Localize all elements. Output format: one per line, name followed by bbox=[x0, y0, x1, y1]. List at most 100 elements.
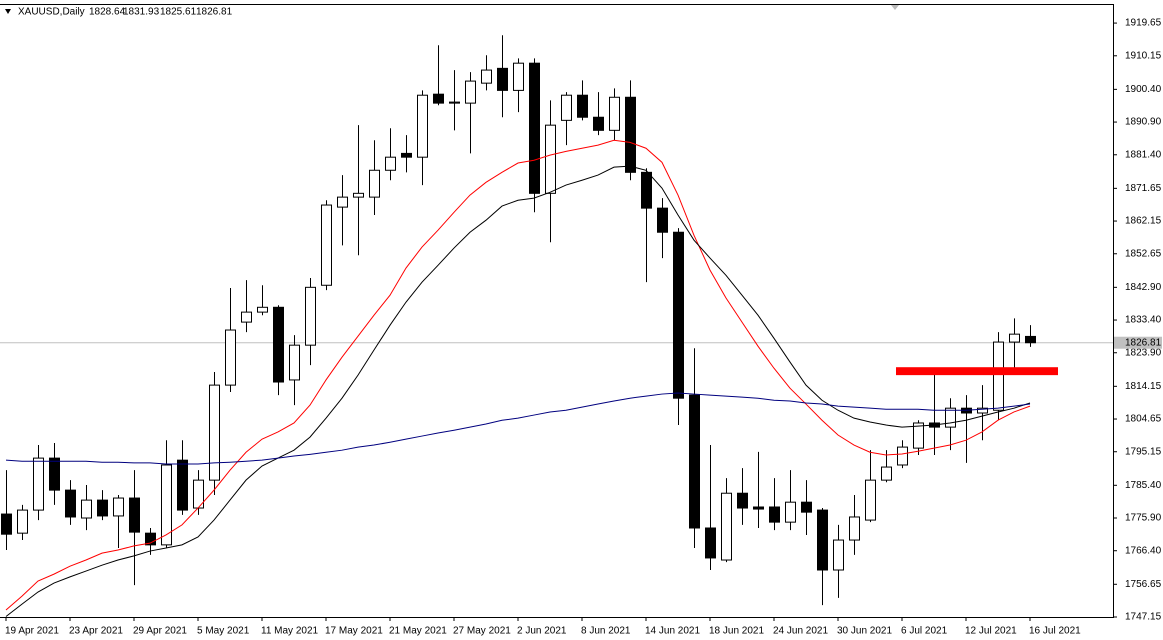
candle-body bbox=[721, 492, 732, 561]
candle-body bbox=[417, 94, 428, 158]
x-tick-label: 2 Jun 2021 bbox=[517, 626, 567, 637]
candle-body bbox=[257, 306, 268, 313]
candle-body bbox=[673, 231, 684, 399]
resistance-zone bbox=[896, 367, 1058, 376]
candle-body bbox=[785, 501, 796, 523]
candle-body bbox=[833, 539, 844, 571]
candle-body bbox=[273, 306, 284, 383]
candle-body bbox=[225, 329, 236, 386]
x-tick-label: 5 May 2021 bbox=[197, 626, 250, 637]
candle-body bbox=[625, 96, 636, 173]
candle-body bbox=[897, 446, 908, 466]
moving-average bbox=[5, 392, 1031, 465]
x-tick-label: 12 Jul 2021 bbox=[965, 626, 1017, 637]
candle-body bbox=[129, 497, 140, 533]
x-tick-label: 18 Jun 2021 bbox=[709, 626, 764, 637]
y-tick-label: 1842.90 bbox=[1125, 282, 1162, 293]
candle-body bbox=[977, 407, 988, 414]
candle-body bbox=[145, 532, 156, 546]
header-close: 1826.81 bbox=[196, 7, 233, 18]
candle-body bbox=[993, 341, 1004, 411]
candle-body bbox=[177, 459, 188, 511]
y-tick-label: 1900.40 bbox=[1125, 84, 1162, 95]
candle-body bbox=[561, 94, 572, 121]
candle-body bbox=[865, 479, 876, 521]
candle-body bbox=[1025, 335, 1036, 344]
y-tick-label: 1756.65 bbox=[1125, 579, 1162, 590]
candle-body bbox=[289, 344, 300, 381]
x-tick-label: 29 Apr 2021 bbox=[133, 626, 187, 637]
candle-body bbox=[209, 384, 220, 481]
price-label-bg bbox=[1114, 336, 1162, 349]
candle-body bbox=[433, 93, 444, 104]
candle-body bbox=[609, 96, 620, 131]
candle-body bbox=[513, 62, 524, 91]
y-tick-label: 1890.90 bbox=[1125, 117, 1162, 128]
candle-body bbox=[705, 527, 716, 559]
candle-body bbox=[641, 171, 652, 209]
y-tick-label: 1795.15 bbox=[1125, 446, 1162, 457]
candle-body bbox=[353, 192, 364, 198]
y-tick-label: 1814.15 bbox=[1125, 381, 1162, 392]
moving-average bbox=[5, 165, 1031, 617]
y-tick-label: 1871.65 bbox=[1125, 183, 1162, 194]
y-tick-label: 1852.65 bbox=[1125, 248, 1162, 259]
chart-title: XAUUSD,Daily bbox=[18, 7, 85, 18]
x-tick-label: 23 Apr 2021 bbox=[69, 626, 123, 637]
x-tick-label: 21 May 2021 bbox=[389, 626, 447, 637]
candle-body bbox=[577, 94, 588, 118]
candle-body bbox=[113, 497, 124, 517]
candle-body bbox=[337, 196, 348, 208]
candle-body bbox=[769, 506, 780, 523]
y-tick-label: 1823.90 bbox=[1125, 347, 1162, 358]
x-tick-label: 16 Jul 2021 bbox=[1029, 626, 1081, 637]
menu-triangle[interactable] bbox=[5, 9, 11, 14]
candle-body bbox=[801, 501, 812, 513]
candle-body bbox=[913, 422, 924, 449]
shift-marker bbox=[891, 5, 899, 10]
header-high: 1831.93 bbox=[123, 7, 160, 18]
candle-body bbox=[1009, 333, 1020, 343]
y-tick-label: 1919.65 bbox=[1125, 18, 1162, 29]
candle-body bbox=[49, 457, 60, 491]
candle-body bbox=[449, 101, 460, 104]
candle-body bbox=[305, 286, 316, 346]
candle-body bbox=[737, 492, 748, 509]
candle-body bbox=[241, 311, 252, 323]
candle-body bbox=[1, 513, 12, 535]
candle-body bbox=[369, 169, 380, 198]
candle-body bbox=[497, 67, 508, 91]
x-tick-label: 24 Jun 2021 bbox=[773, 626, 828, 637]
candle-body bbox=[321, 204, 332, 286]
candle-body bbox=[401, 152, 412, 158]
candle-body bbox=[65, 489, 76, 518]
x-tick-label: 19 Apr 2021 bbox=[5, 626, 59, 637]
y-tick-label: 1862.15 bbox=[1125, 216, 1162, 227]
candle-body bbox=[657, 207, 668, 233]
candle-body bbox=[849, 516, 860, 541]
moving-average bbox=[5, 139, 1031, 611]
x-tick-label: 17 May 2021 bbox=[325, 626, 383, 637]
x-tick-label: 8 Jun 2021 bbox=[581, 626, 631, 637]
candle-body bbox=[689, 394, 700, 529]
candle-body bbox=[881, 466, 892, 481]
candle-body bbox=[33, 457, 44, 511]
candle-body bbox=[385, 156, 396, 171]
candle-body bbox=[161, 464, 172, 546]
x-tick-label: 6 Jul 2021 bbox=[901, 626, 948, 637]
candle-body bbox=[753, 506, 764, 510]
candle-body bbox=[465, 80, 476, 104]
y-tick-label: 1775.90 bbox=[1125, 513, 1162, 524]
y-tick-label: 1833.40 bbox=[1125, 315, 1162, 326]
y-tick-label: 1881.40 bbox=[1125, 149, 1162, 160]
y-tick-label: 1785.40 bbox=[1125, 480, 1162, 491]
candle-body bbox=[945, 407, 956, 428]
candle-body bbox=[481, 69, 492, 84]
y-tick-label: 1910.15 bbox=[1125, 50, 1162, 61]
header-low: 1825.61 bbox=[160, 7, 197, 18]
header-open: 1828.64 bbox=[89, 7, 126, 18]
x-tick-label: 11 May 2021 bbox=[261, 626, 319, 637]
y-tick-label: 1804.65 bbox=[1125, 414, 1162, 425]
